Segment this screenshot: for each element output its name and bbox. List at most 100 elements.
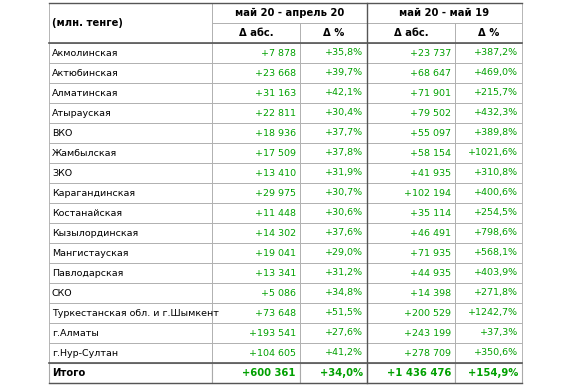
Text: Атырауская: Атырауская <box>52 108 112 117</box>
Bar <box>49 3 212 43</box>
Text: +403,9%: +403,9% <box>474 269 518 278</box>
Bar <box>455 263 522 283</box>
Bar <box>49 263 212 283</box>
Text: +7 878: +7 878 <box>261 49 296 58</box>
Bar <box>212 283 300 303</box>
Bar <box>49 103 212 123</box>
Bar <box>367 43 455 63</box>
Text: г.Нур-Султан: г.Нур-Султан <box>52 349 118 357</box>
Bar <box>455 83 522 103</box>
Text: май 20 - апрель 20: май 20 - апрель 20 <box>235 8 344 18</box>
Bar <box>300 83 367 103</box>
Text: +1242,7%: +1242,7% <box>468 308 518 318</box>
Bar <box>367 163 455 183</box>
Bar <box>212 343 300 363</box>
Bar <box>455 303 522 323</box>
Text: +389,8%: +389,8% <box>474 129 518 137</box>
Bar <box>300 143 367 163</box>
Text: +22 811: +22 811 <box>255 108 296 117</box>
Text: +387,2%: +387,2% <box>474 49 518 58</box>
Bar <box>49 63 212 83</box>
Text: Кызылординская: Кызылординская <box>52 229 138 237</box>
Bar <box>455 23 522 43</box>
Text: +30,6%: +30,6% <box>325 208 363 217</box>
Text: +13 341: +13 341 <box>255 269 296 278</box>
Text: +34,0%: +34,0% <box>320 368 363 378</box>
Text: ЗКО: ЗКО <box>52 169 72 178</box>
Bar <box>212 3 367 23</box>
Text: Карагандинская: Карагандинская <box>52 188 135 198</box>
Bar <box>300 343 367 363</box>
Text: +30,4%: +30,4% <box>325 108 363 117</box>
Bar <box>300 43 367 63</box>
Text: +432,3%: +432,3% <box>474 108 518 117</box>
Bar <box>49 363 212 383</box>
Bar <box>367 303 455 323</box>
Bar <box>212 303 300 323</box>
Text: +29 975: +29 975 <box>255 188 296 198</box>
Bar <box>300 263 367 283</box>
Bar <box>455 183 522 203</box>
Text: Костанайская: Костанайская <box>52 208 122 217</box>
Bar <box>455 203 522 223</box>
Bar <box>367 363 455 383</box>
Text: Δ %: Δ % <box>478 28 499 38</box>
Text: +23 737: +23 737 <box>410 49 451 58</box>
Bar <box>212 83 300 103</box>
Bar <box>49 83 212 103</box>
Text: +13 410: +13 410 <box>255 169 296 178</box>
Bar <box>300 363 367 383</box>
Text: +41,2%: +41,2% <box>325 349 363 357</box>
Text: +243 199: +243 199 <box>404 328 451 337</box>
Bar <box>455 363 522 383</box>
Text: +1021,6%: +1021,6% <box>468 149 518 157</box>
Text: Δ %: Δ % <box>323 28 344 38</box>
Bar <box>455 103 522 123</box>
Bar <box>300 223 367 243</box>
Text: +55 097: +55 097 <box>410 129 451 137</box>
Text: +37,7%: +37,7% <box>325 129 363 137</box>
Text: +31,9%: +31,9% <box>325 169 363 178</box>
Text: +568,1%: +568,1% <box>474 249 518 257</box>
Bar <box>367 223 455 243</box>
Bar <box>367 83 455 103</box>
Text: +17 509: +17 509 <box>255 149 296 157</box>
Text: +39,7%: +39,7% <box>325 68 363 78</box>
Bar <box>367 203 455 223</box>
Bar <box>49 183 212 203</box>
Text: +102 194: +102 194 <box>404 188 451 198</box>
Bar <box>367 243 455 263</box>
Text: +34,8%: +34,8% <box>325 288 363 298</box>
Bar <box>300 183 367 203</box>
Bar <box>212 323 300 343</box>
Text: +469,0%: +469,0% <box>474 68 518 78</box>
Bar <box>367 23 455 43</box>
Text: +37,8%: +37,8% <box>325 149 363 157</box>
Bar <box>212 183 300 203</box>
Text: +278 709: +278 709 <box>404 349 451 357</box>
Bar <box>212 103 300 123</box>
Text: +58 154: +58 154 <box>410 149 451 157</box>
Bar <box>455 163 522 183</box>
Text: +193 541: +193 541 <box>249 328 296 337</box>
Bar <box>300 303 367 323</box>
Bar <box>212 243 300 263</box>
Bar <box>455 223 522 243</box>
Text: Мангистауская: Мангистауская <box>52 249 128 257</box>
Text: Итого: Итого <box>52 368 85 378</box>
Bar <box>49 283 212 303</box>
Bar <box>300 23 367 43</box>
Bar <box>212 363 300 383</box>
Text: +37,6%: +37,6% <box>325 229 363 237</box>
Text: Δ абс.: Δ абс. <box>239 28 274 38</box>
Text: +30,7%: +30,7% <box>325 188 363 198</box>
Text: Акмолинская: Акмолинская <box>52 49 119 58</box>
Bar <box>212 223 300 243</box>
Text: ВКО: ВКО <box>52 129 73 137</box>
Text: +200 529: +200 529 <box>404 308 451 318</box>
Text: +71 935: +71 935 <box>410 249 451 257</box>
Bar <box>300 63 367 83</box>
Bar <box>367 283 455 303</box>
Bar <box>300 203 367 223</box>
Text: +27,6%: +27,6% <box>325 328 363 337</box>
